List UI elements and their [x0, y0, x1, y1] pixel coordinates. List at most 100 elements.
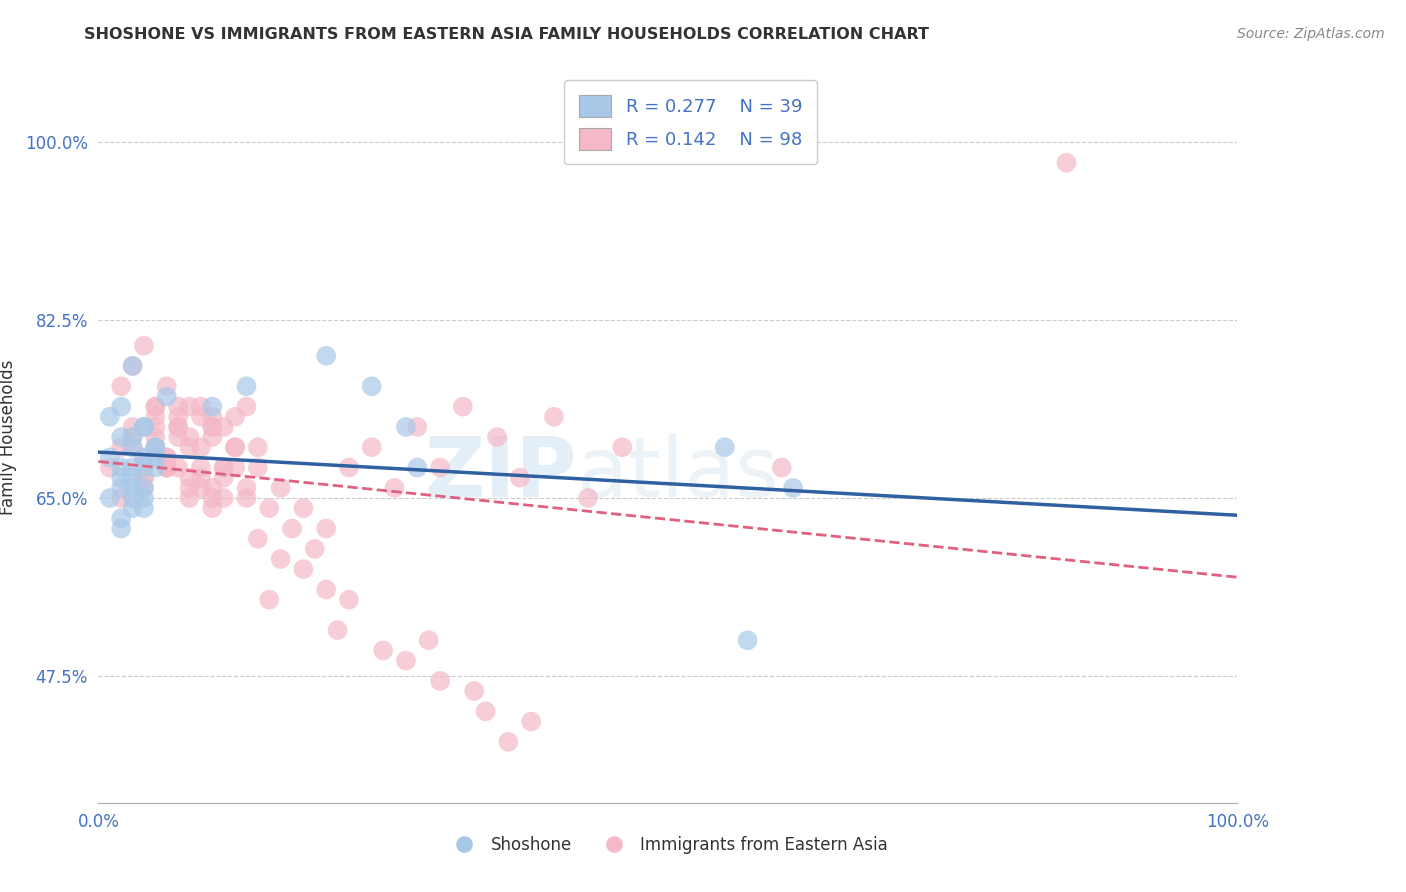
Point	[132, 481, 155, 495]
Point	[406, 420, 429, 434]
Point	[418, 633, 440, 648]
Point	[190, 481, 212, 495]
Point	[98, 409, 121, 424]
Point	[235, 379, 257, 393]
Point	[110, 430, 132, 444]
Point	[110, 460, 132, 475]
Point	[326, 623, 349, 637]
Point	[737, 633, 759, 648]
Point	[270, 552, 292, 566]
Point	[110, 491, 132, 505]
Point	[167, 460, 190, 475]
Point	[156, 389, 179, 403]
Point	[121, 460, 143, 475]
Point	[121, 430, 143, 444]
Point	[281, 521, 304, 535]
Point	[156, 450, 179, 465]
Point	[201, 409, 224, 424]
Point	[337, 460, 360, 475]
Point	[145, 440, 167, 454]
Point	[259, 501, 281, 516]
Point	[212, 471, 235, 485]
Point	[121, 481, 143, 495]
Legend: Shoshone, Immigrants from Eastern Asia: Shoshone, Immigrants from Eastern Asia	[441, 829, 894, 860]
Point	[292, 501, 315, 516]
Point	[212, 460, 235, 475]
Point	[543, 409, 565, 424]
Point	[156, 379, 179, 393]
Point	[121, 440, 143, 454]
Point	[190, 460, 212, 475]
Point	[190, 400, 212, 414]
Point	[520, 714, 543, 729]
Point	[782, 481, 804, 495]
Point	[132, 450, 155, 465]
Point	[612, 440, 634, 454]
Point	[224, 409, 246, 424]
Point	[145, 400, 167, 414]
Point	[395, 420, 418, 434]
Point	[474, 705, 496, 719]
Point	[132, 460, 155, 475]
Point	[179, 481, 201, 495]
Point	[98, 491, 121, 505]
Point	[145, 440, 167, 454]
Point	[714, 440, 737, 454]
Point	[235, 491, 257, 505]
Point	[201, 491, 224, 505]
Point	[201, 501, 224, 516]
Point	[132, 481, 155, 495]
Point	[121, 420, 143, 434]
Text: atlas: atlas	[576, 434, 779, 514]
Text: Source: ZipAtlas.com: Source: ZipAtlas.com	[1237, 27, 1385, 41]
Point	[167, 430, 190, 444]
Point	[201, 430, 224, 444]
Point	[145, 450, 167, 465]
Point	[156, 460, 179, 475]
Point	[201, 481, 224, 495]
Y-axis label: Family Households: Family Households	[0, 359, 17, 515]
Point	[463, 684, 485, 698]
Point	[201, 400, 224, 414]
Point	[190, 409, 212, 424]
Point	[246, 460, 269, 475]
Point	[110, 481, 132, 495]
Point	[156, 460, 179, 475]
Point	[270, 481, 292, 495]
Point	[360, 379, 382, 393]
Point	[371, 643, 394, 657]
Point	[121, 359, 143, 373]
Point	[384, 481, 406, 495]
Point	[406, 460, 429, 475]
Point	[770, 460, 793, 475]
Point	[156, 450, 179, 465]
Point	[201, 420, 224, 434]
Point	[156, 460, 179, 475]
Point	[132, 338, 155, 352]
Point	[145, 460, 167, 475]
Point	[132, 450, 155, 465]
Point	[121, 440, 143, 454]
Point	[145, 400, 167, 414]
Point	[98, 460, 121, 475]
Point	[201, 420, 224, 434]
Point	[576, 491, 599, 505]
Point	[179, 440, 201, 454]
Point	[110, 400, 132, 414]
Point	[337, 592, 360, 607]
Point	[451, 400, 474, 414]
Point	[246, 440, 269, 454]
Point	[167, 400, 190, 414]
Point	[190, 471, 212, 485]
Point	[360, 440, 382, 454]
Point	[98, 450, 121, 465]
Point	[132, 491, 155, 505]
Point	[167, 420, 190, 434]
Point	[315, 521, 337, 535]
Point	[224, 460, 246, 475]
Point	[224, 440, 246, 454]
Point	[110, 440, 132, 454]
Point	[121, 491, 143, 505]
Point	[486, 430, 509, 444]
Point	[179, 471, 201, 485]
